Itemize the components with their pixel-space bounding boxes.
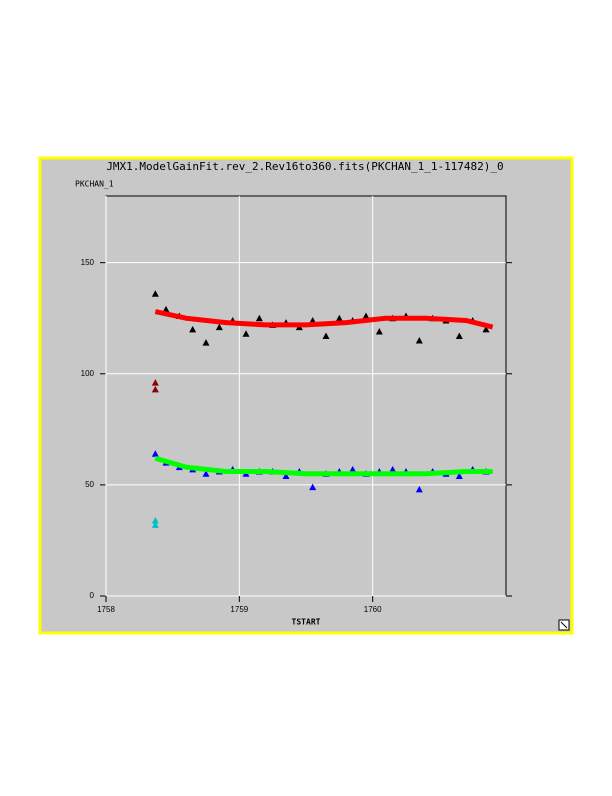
y-tick-label: 100 bbox=[81, 369, 95, 378]
point bbox=[151, 385, 159, 393]
point bbox=[162, 305, 170, 313]
point bbox=[255, 314, 263, 322]
resize-icon[interactable] bbox=[558, 619, 570, 631]
point bbox=[309, 483, 317, 491]
point bbox=[309, 316, 317, 324]
point bbox=[151, 521, 159, 528]
y-tick-label: 150 bbox=[81, 258, 95, 267]
point bbox=[455, 472, 463, 479]
point bbox=[151, 290, 159, 297]
point bbox=[151, 516, 159, 524]
point bbox=[242, 330, 250, 337]
chart-title: JMX1.ModelGainFit.rev_2.Rev16to360.fits(… bbox=[106, 160, 503, 173]
y-tick-label: 0 bbox=[90, 591, 95, 600]
point bbox=[202, 470, 210, 477]
point bbox=[362, 312, 370, 319]
fit-line bbox=[154, 309, 494, 330]
point bbox=[335, 314, 343, 322]
point bbox=[482, 325, 490, 333]
point bbox=[415, 485, 423, 493]
y-axis-label: PKCHAN_1 bbox=[75, 180, 114, 189]
point bbox=[375, 328, 383, 335]
x-tick-label: 1760 bbox=[364, 605, 382, 614]
point bbox=[322, 332, 330, 339]
point bbox=[151, 379, 159, 386]
point bbox=[415, 336, 423, 344]
point bbox=[389, 465, 397, 473]
point bbox=[151, 450, 159, 457]
point bbox=[455, 332, 463, 339]
point bbox=[189, 325, 197, 333]
fit-line bbox=[154, 455, 493, 477]
panel bbox=[38, 156, 574, 635]
x-tick-label: 1759 bbox=[230, 605, 248, 614]
point bbox=[202, 339, 210, 346]
point bbox=[349, 465, 357, 473]
point bbox=[282, 472, 290, 479]
x-axis-label: TSTART bbox=[292, 618, 321, 627]
y-tick-label: 50 bbox=[85, 480, 94, 489]
x-tick-label: 1758 bbox=[97, 605, 115, 614]
point bbox=[215, 323, 223, 331]
